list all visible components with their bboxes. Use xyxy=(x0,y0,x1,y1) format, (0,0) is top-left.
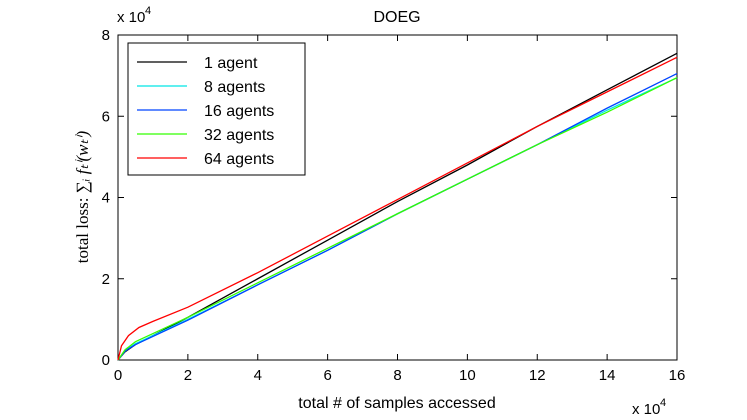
x-tick-label: 4 xyxy=(254,367,262,384)
y-tick-label: 8 xyxy=(102,27,110,44)
axis-ticks: 0 2 4 6 8 10 12 14 16 0 2 4 6 8 xyxy=(102,27,686,384)
x-axis-multiplier: x 10 xyxy=(632,401,660,418)
y-axis-multiplier: x 10 xyxy=(117,9,145,26)
x-tick-label: 2 xyxy=(184,367,192,384)
legend-label-32-agents: 32 agents xyxy=(204,127,274,144)
y-axis-label: total loss: ∑ᵢ fₜⁱ(wₜⁱ) xyxy=(73,130,92,263)
y-tick-label: 6 xyxy=(102,108,110,125)
x-tick-label: 6 xyxy=(323,367,331,384)
x-axis-multiplier-exponent: 4 xyxy=(660,397,666,409)
x-axis-label: total # of samples accessed xyxy=(298,395,495,412)
y-tick-label: 0 xyxy=(102,352,110,369)
series-line-32-agents xyxy=(117,77,678,361)
legend-box xyxy=(127,42,306,176)
x-tick-label: 14 xyxy=(599,367,616,384)
y-axis-multiplier-exponent: 4 xyxy=(145,5,151,17)
series-line-64-agents xyxy=(117,56,678,361)
y-tick-label: 2 xyxy=(102,271,110,288)
x-tick-label: 0 xyxy=(114,367,122,384)
x-tick-label: 10 xyxy=(459,367,476,384)
legend: 1 agent 8 agents 16 agents 32 agents 64 agen… xyxy=(127,42,306,176)
chart-title: DOEG xyxy=(373,9,420,26)
series-lines xyxy=(117,52,678,361)
legend-label-64-agents: 64 agents xyxy=(204,151,274,168)
legend-label-8-agents: 8 agents xyxy=(204,79,265,96)
legend-label-1-agent: 1 agent xyxy=(204,55,258,72)
legend-label-16-agents: 16 agents xyxy=(204,103,274,120)
x-tick-label: 12 xyxy=(529,367,546,384)
y-axis-label-math: ∑ᵢ fₜⁱ(wₜⁱ) xyxy=(73,130,92,193)
y-tick-label: 4 xyxy=(102,190,110,207)
y-axis-label-prefix: total loss: xyxy=(73,193,92,263)
x-tick-label: 16 xyxy=(669,367,686,384)
x-tick-label: 8 xyxy=(393,367,401,384)
